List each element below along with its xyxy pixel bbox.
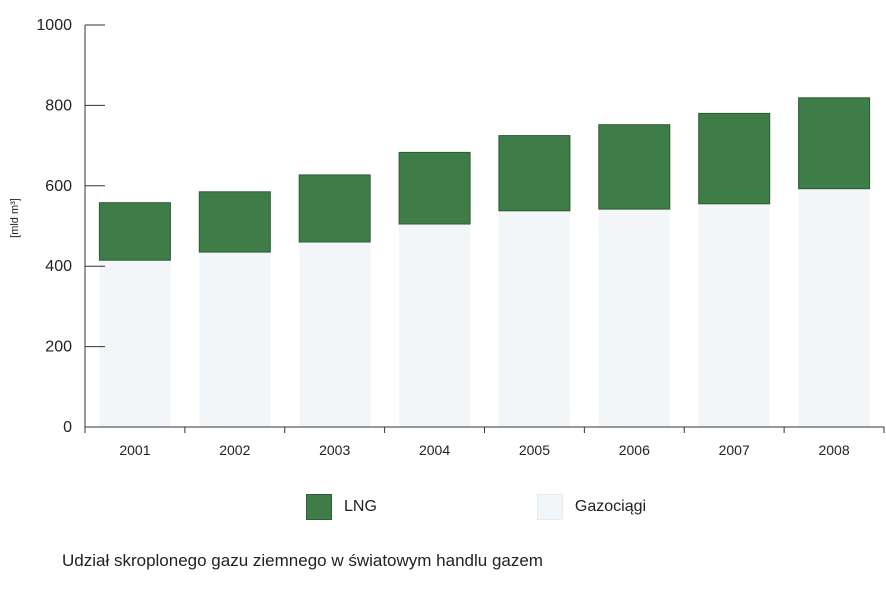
y-tick-label-0: 0 (63, 419, 72, 436)
bar-lng-2006 (598, 124, 671, 210)
legend-label-pipelines: Gazociągi (574, 498, 647, 515)
y-tick-label-600: 600 (45, 178, 72, 195)
x-tick-label-2001: 2001 (119, 442, 150, 458)
figure-caption: Udział skroplonego gazu ziemnego w świat… (62, 551, 543, 570)
bar-lng-2003 (298, 174, 371, 243)
y-axis-label: [mld m³] (9, 198, 21, 238)
x-tick-label-2008: 2008 (818, 442, 849, 458)
bar-pipelines-2003 (299, 242, 371, 427)
bar-lng-2004 (398, 151, 471, 225)
bar-pipelines-2004 (399, 224, 471, 427)
y-tick-label-200: 200 (45, 339, 72, 356)
bar-pipelines-2002 (199, 252, 271, 427)
y-tick-label-800: 800 (45, 97, 72, 114)
x-tick-label-2004: 2004 (419, 442, 450, 458)
x-tick-label-2003: 2003 (319, 442, 350, 458)
bar-lng-2008 (798, 97, 871, 190)
bar-pipelines-2006 (598, 209, 670, 427)
bar-pipelines-2001 (99, 260, 171, 427)
bar-pipelines-2005 (498, 210, 570, 427)
x-tick-label-2005: 2005 (519, 442, 550, 458)
bar-pipelines-2008 (798, 188, 870, 427)
legend-item-pipelines: Gazociągi (536, 494, 647, 520)
x-tick-label-2006: 2006 (619, 442, 650, 458)
legend-item-lng: LNG (306, 494, 377, 520)
x-tick-label-2002: 2002 (219, 442, 250, 458)
bar-lng-2002 (198, 191, 271, 253)
y-tick-label-1000: 1000 (36, 17, 72, 34)
x-tick-label-2007: 2007 (719, 442, 750, 458)
legend: LNG Gazociągi (306, 494, 806, 520)
bar-lng-2005 (498, 135, 571, 212)
bar-lng-2001 (98, 202, 171, 261)
bar-pipelines-2007 (698, 203, 770, 427)
legend-swatch-pipelines (536, 494, 563, 520)
y-tick-label-400: 400 (45, 258, 72, 275)
legend-swatch-lng (306, 494, 332, 520)
bar-lng-2007 (698, 112, 771, 205)
legend-label-lng: LNG (344, 498, 377, 515)
